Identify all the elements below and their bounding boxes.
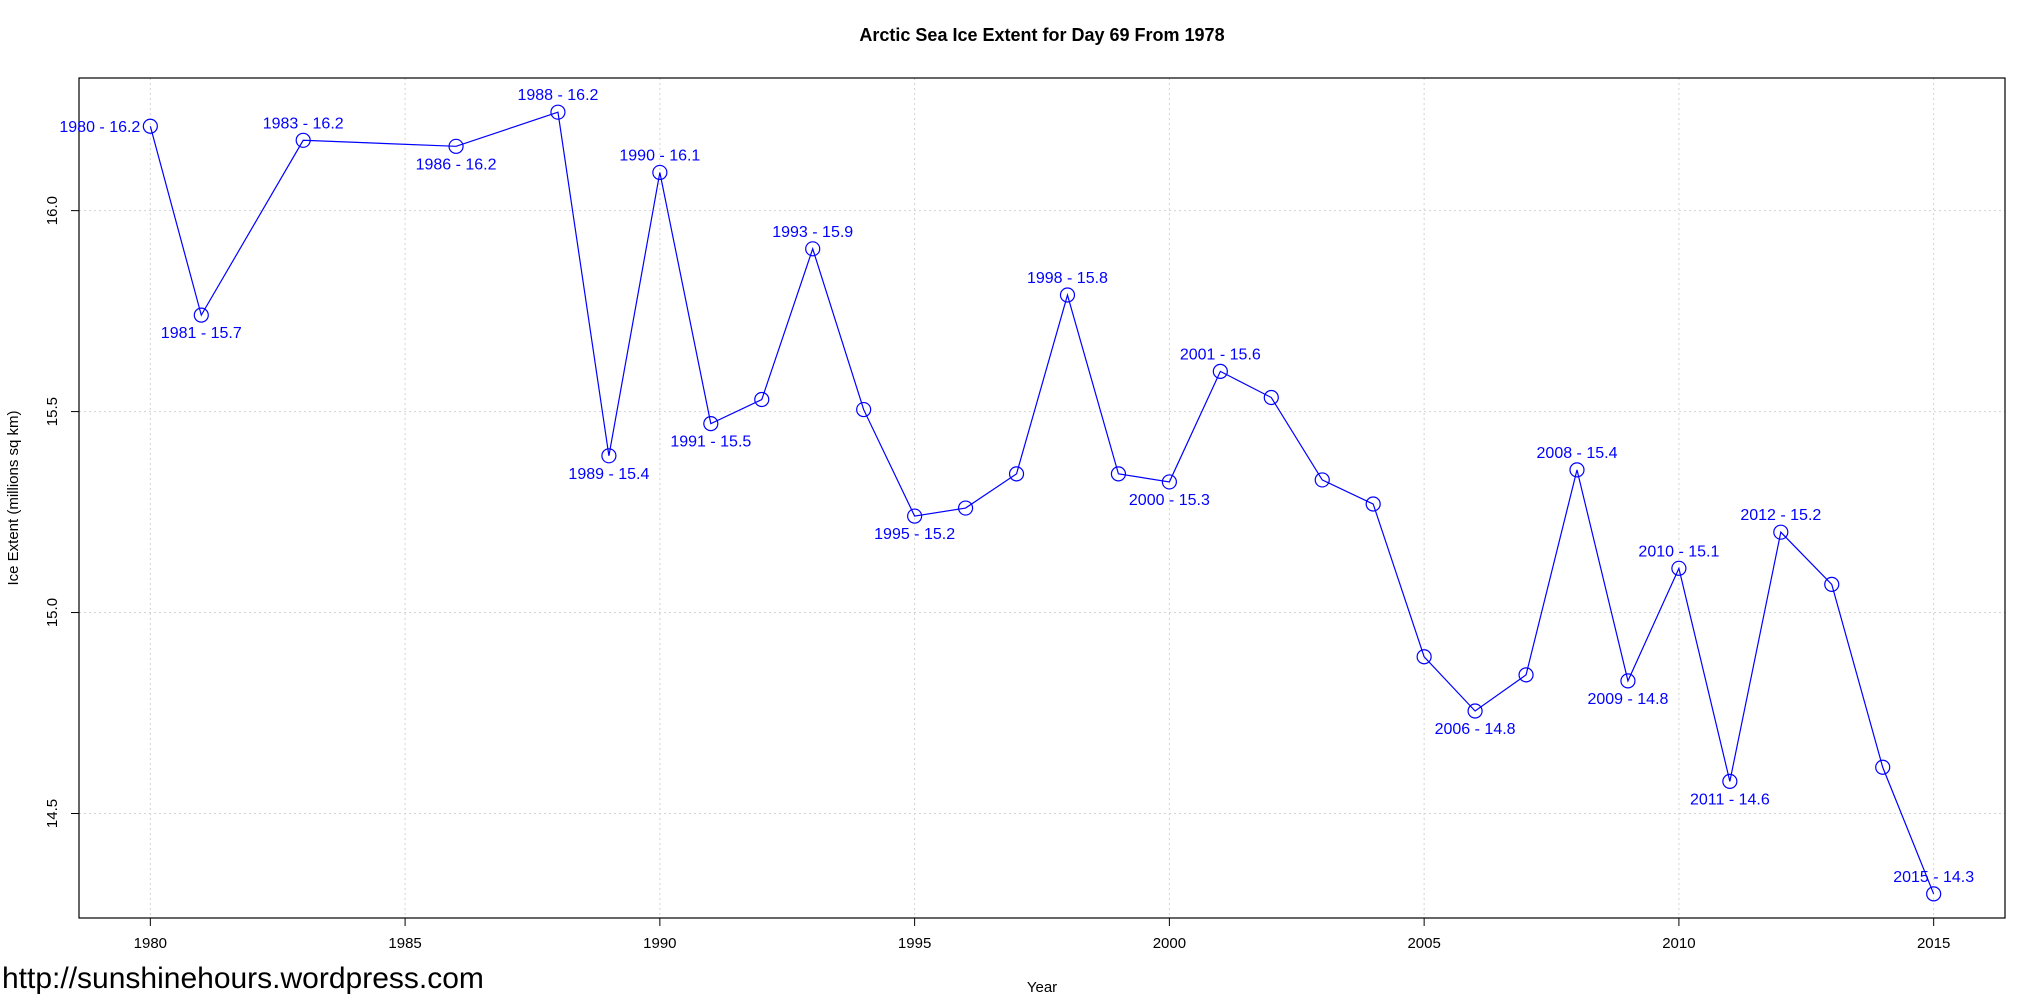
data-label: 1981 - 15.7 [161, 325, 242, 342]
data-point [907, 508, 923, 524]
x-tick-label: 2015 [1917, 935, 1950, 952]
chart-title: Arctic Sea Ice Extent for Day 69 From 19… [859, 25, 1224, 45]
x-tick-label: 2005 [1407, 935, 1440, 952]
data-labels: 1980 - 16.2 1981 - 15.7 1983 - 16.2 1986 - … [59, 87, 1974, 886]
data-label: 2012 - 15.2 [1740, 507, 1821, 524]
data-point [1926, 886, 1942, 902]
data-point [1314, 472, 1330, 488]
data-label: 2009 - 14.8 [1587, 691, 1668, 708]
data-point [805, 241, 821, 257]
data-point [1263, 389, 1279, 406]
data-point [295, 132, 311, 148]
x-tick-label: 1995 [898, 935, 931, 952]
data-label: 1983 - 16.2 [263, 115, 344, 132]
data-label: 1989 - 15.4 [568, 466, 649, 483]
data-point [448, 138, 464, 154]
grid [79, 78, 2005, 918]
data-point [193, 307, 209, 323]
y-axis-title: Ice Extent (millions sq km) [5, 410, 22, 585]
data-point [1110, 466, 1127, 482]
data-point [957, 500, 974, 516]
data-label: 2001 - 15.6 [1180, 346, 1261, 363]
data-point [1161, 474, 1177, 490]
y-tick-label: 15.5 [44, 397, 61, 426]
plot-frame [78, 77, 2006, 919]
data-point [1620, 673, 1636, 689]
data-label: 1998 - 15.8 [1027, 270, 1108, 287]
watermark-url: http://sunshinehours.wordpress.com [2, 962, 484, 995]
y-tick-label: 14.5 [44, 799, 61, 828]
data-label: 2006 - 14.8 [1435, 721, 1516, 738]
axes: 1980 1985 1990 1995 2000 2005 2010 2015 14.5 15.0… [44, 196, 1950, 952]
data-label: 1986 - 16.2 [416, 156, 497, 173]
data-point [1722, 773, 1738, 789]
series [142, 104, 1942, 902]
data-point [1467, 703, 1483, 719]
data-point [142, 118, 158, 134]
data-label: 2015 - 14.3 [1893, 869, 1974, 886]
data-point [1212, 363, 1228, 379]
y-tick-label: 16.0 [44, 196, 61, 225]
data-label: 1990 - 16.1 [619, 147, 700, 164]
data-point [1875, 759, 1891, 775]
data-point [1569, 462, 1585, 478]
data-label: 1991 - 15.5 [670, 434, 751, 451]
data-point [550, 104, 566, 120]
data-point [856, 401, 872, 418]
data-label: 2011 - 14.6 [1690, 791, 1770, 808]
data-label: 2008 - 15.4 [1537, 445, 1618, 462]
data-label: 1993 - 15.9 [772, 224, 853, 241]
x-tick-label: 1990 [643, 935, 676, 952]
data-label: 1980 - 16.2 [59, 119, 140, 136]
series-line [149, 111, 1935, 895]
data-point [1824, 576, 1840, 593]
data-label: 1988 - 16.2 [517, 87, 598, 104]
x-axis-title: Year [1027, 979, 1057, 996]
data-point [1416, 649, 1432, 665]
x-tick-label: 1980 [134, 935, 167, 952]
data-point [1773, 524, 1789, 540]
y-tick-label: 15.0 [44, 598, 61, 627]
data-label: 1995 - 15.2 [874, 526, 955, 543]
data-label: 2000 - 15.3 [1129, 492, 1210, 509]
x-tick-label: 2010 [1662, 935, 1695, 952]
data-point [1518, 667, 1534, 683]
data-point [1671, 560, 1687, 576]
data-point [601, 448, 617, 464]
data-point [703, 416, 719, 432]
data-point [1365, 496, 1381, 512]
x-tick-label: 1985 [388, 935, 421, 952]
data-label: 2010 - 15.1 [1638, 543, 1719, 560]
data-point [754, 391, 770, 408]
data-point [1059, 287, 1076, 303]
data-point [1008, 466, 1025, 482]
x-tick-label: 2000 [1153, 935, 1186, 952]
data-point [652, 164, 668, 181]
